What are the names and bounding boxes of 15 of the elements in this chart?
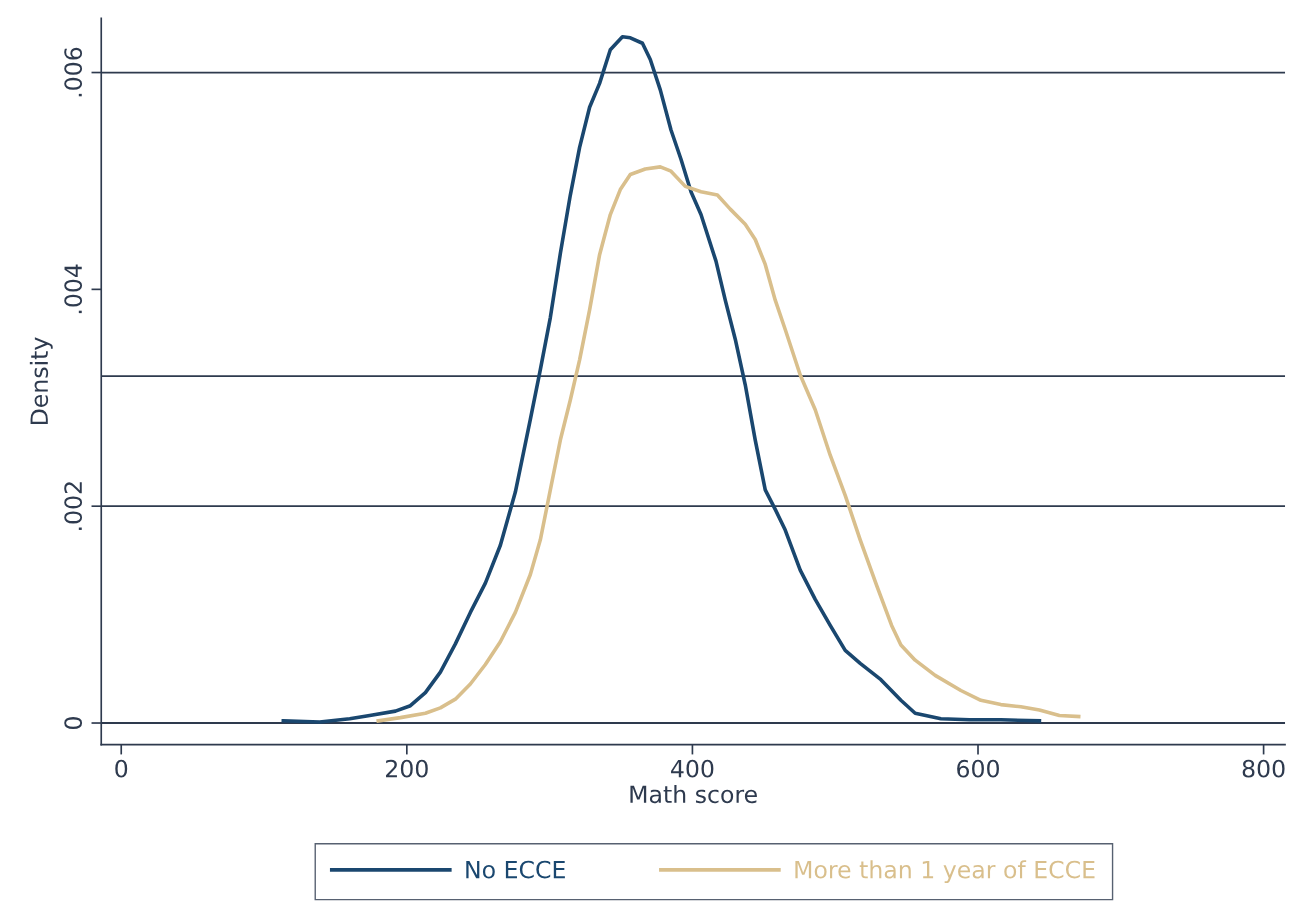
y-tick-label: .006 [64, 47, 83, 97]
x-tick-label: 800 [1242, 759, 1285, 778]
x-tick-label: 200 [386, 759, 428, 778]
line-series [281, 34, 1042, 724]
x-tick-label: 400 [671, 759, 714, 778]
line-series [376, 165, 1081, 723]
x-tick-label: 0 [115, 759, 128, 778]
y-tick-label: .002 [64, 482, 83, 530]
y-axis-title: Density [29, 337, 53, 425]
x-tick-label: 600 [957, 759, 999, 778]
x-axis-title: Math score [630, 784, 757, 804]
y-tick-label: 0 [64, 717, 83, 729]
text: No ECCE [466, 860, 565, 879]
text: More than 1 year of ECCE [795, 860, 1095, 884]
y-tick-label: .004 [64, 264, 83, 314]
